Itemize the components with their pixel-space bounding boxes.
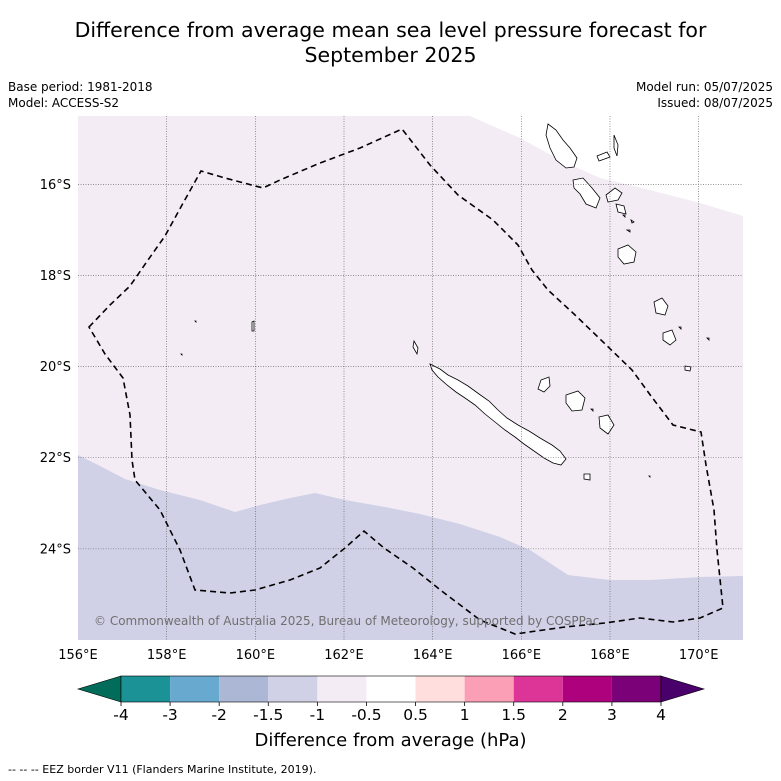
colorbar-segment — [219, 676, 269, 702]
map-plot-area — [78, 116, 743, 640]
copyright-notice: © Commonwealth of Australia 2025, Bureau… — [94, 614, 600, 628]
lat-tick-label: 20°S — [40, 360, 71, 375]
eez-border — [88, 128, 724, 635]
colorbar-segment — [513, 676, 563, 702]
lon-tick-label: 170°E — [679, 648, 719, 663]
colorbar: -4 -3 -2 -1.5 -1 -0.5 0.5 1 1.5 2 3 4 — [76, 675, 706, 724]
coastline-lifou — [565, 390, 586, 412]
colorbar-tick-label: -2 — [211, 706, 226, 724]
lon-tick-label: 168°E — [590, 648, 630, 663]
coastline-chesterfield — [251, 320, 255, 332]
colorbar-tick-label: -3 — [162, 706, 177, 724]
colorbar-segment — [268, 676, 318, 702]
lon-tick-label: 162°E — [324, 648, 364, 663]
latitude-tick-labels: 16°S 18°S 20°S 22°S 24°S — [40, 178, 71, 558]
model-run: Model run: 05/07/2025 — [635, 80, 773, 94]
title-line-2: September 2025 — [304, 43, 477, 67]
colorbar-tick-label: -1 — [310, 706, 325, 724]
lon-tick-label: 156°E — [58, 648, 98, 663]
colorbar-segment — [317, 676, 367, 702]
colorbar-segment — [562, 676, 612, 702]
coastline-maewo — [613, 134, 619, 157]
lat-tick-label: 22°S — [40, 451, 71, 466]
coastline-isle-of-pines — [583, 473, 591, 481]
colorbar-tick-label: 3 — [607, 706, 617, 724]
colorbar-tick-label: -4 — [113, 706, 128, 724]
colorbar-segment — [170, 676, 220, 702]
eez-legend-note: -- -- -- EEZ border V11 (Flanders Marine… — [8, 763, 317, 776]
coastline-belep — [412, 339, 419, 356]
longitude-tick-labels: 156°E 158°E 160°E 162°E 164°E 166°E 168°E 170°E — [58, 648, 718, 663]
map-title: Difference from average mean sea level p… — [0, 18, 781, 68]
base-period: Base period: 1981-2018 — [8, 80, 153, 94]
lon-tick-label: 164°E — [413, 648, 453, 663]
colorbar-tick-label: 1.5 — [501, 706, 526, 724]
colorbar-segment — [611, 676, 661, 702]
coastline-tanna — [662, 329, 677, 346]
coastline-espiritu-santo — [545, 123, 578, 169]
anomaly-fill-minus-1-to-minus-1.5 — [78, 455, 743, 640]
anomaly-fill-neutral-northeast — [470, 116, 743, 216]
colorbar-tick-label: 0.5 — [403, 706, 428, 724]
lon-tick-label: 166°E — [502, 648, 542, 663]
meta-left: Base period: 1981-2018 Model: ACCESS-S2 — [8, 79, 153, 111]
coastline-new-caledonia — [429, 363, 567, 466]
colorbar-tick-label: 4 — [656, 706, 666, 724]
colorbar-tick-label: -0.5 — [351, 706, 381, 724]
coastline-ouvea — [537, 376, 551, 393]
colorbar-tick-label: 1 — [460, 706, 470, 724]
colorbar-tick-label: -1.5 — [253, 706, 283, 724]
coastline-malakula — [572, 177, 601, 209]
coastline-erromango — [653, 297, 669, 316]
title-line-1: Difference from average mean sea level p… — [74, 18, 707, 42]
lat-tick-label: 24°S — [40, 542, 71, 557]
colorbar-segment — [464, 676, 514, 702]
lat-tick-label: 16°S — [40, 178, 71, 193]
coastline-efate — [617, 244, 637, 265]
colorbar-over-extension — [660, 675, 706, 703]
colorbar-tick-label: 2 — [558, 706, 568, 724]
lon-tick-label: 160°E — [236, 648, 276, 663]
meta-right: Model run: 05/07/2025 Issued: 08/07/2025 — [636, 79, 773, 111]
colorbar-frame — [120, 675, 662, 703]
coastline-small-islands — [180, 214, 710, 478]
lat-tick-label: 18°S — [40, 269, 71, 284]
lon-tick-label: 158°E — [147, 648, 187, 663]
gridlines — [78, 116, 743, 640]
model-name: Model: ACCESS-S2 — [8, 96, 120, 110]
colorbar-under-extension — [76, 675, 122, 703]
coastline-ambrym — [615, 203, 627, 215]
issued-date: Issued: 08/07/2025 — [657, 96, 773, 110]
colorbar-segment — [121, 676, 171, 702]
colorbar-segment — [366, 676, 416, 702]
colorbar-label: Difference from average (hPa) — [254, 730, 527, 751]
colorbar-segment — [415, 676, 465, 702]
